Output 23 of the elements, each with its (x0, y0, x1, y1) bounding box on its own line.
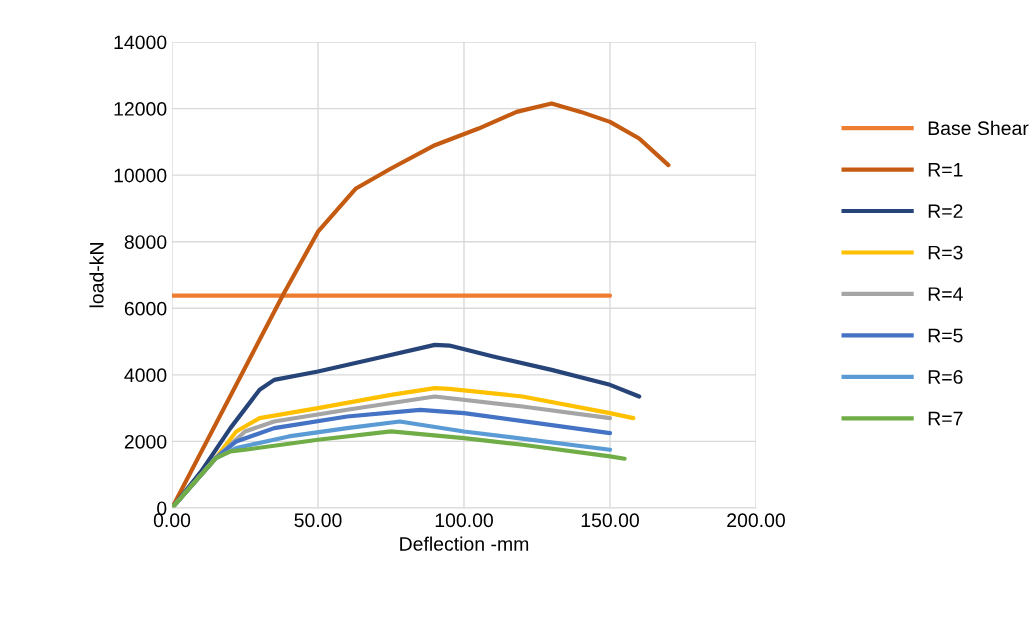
y-tick-label: 10000 (114, 168, 167, 183)
legend-label: R=4 (928, 287, 963, 301)
x-tick-label: 150.00 (581, 513, 639, 528)
y-tick-label: 14000 (114, 35, 167, 50)
y-tick-label: 6000 (124, 301, 167, 316)
legend-label: R=1 (928, 163, 963, 177)
legend-label: R=5 (928, 328, 963, 343)
x-tick-label: 0.00 (153, 513, 191, 528)
legend-label: Base Shear (928, 120, 1029, 136)
y-tick-label: 2000 (124, 434, 167, 449)
x-axis-title: Deflection -mm (400, 536, 529, 551)
legend-label: R=6 (928, 370, 963, 384)
legend-label: R=3 (928, 245, 963, 260)
x-tick-label: 50.00 (294, 513, 342, 528)
x-tick-label: 100.00 (435, 513, 493, 528)
y-tick-label: 8000 (124, 235, 167, 249)
y-tick-label: 4000 (124, 368, 167, 383)
legend-label: R=2 (928, 204, 963, 218)
y-axis-title: load-kN (89, 243, 104, 308)
y-tick-label: 12000 (114, 102, 167, 116)
x-tick-label: 200.00 (727, 513, 785, 528)
y-tick-label: 0 (157, 501, 167, 516)
legend-label: R=7 (928, 411, 963, 426)
